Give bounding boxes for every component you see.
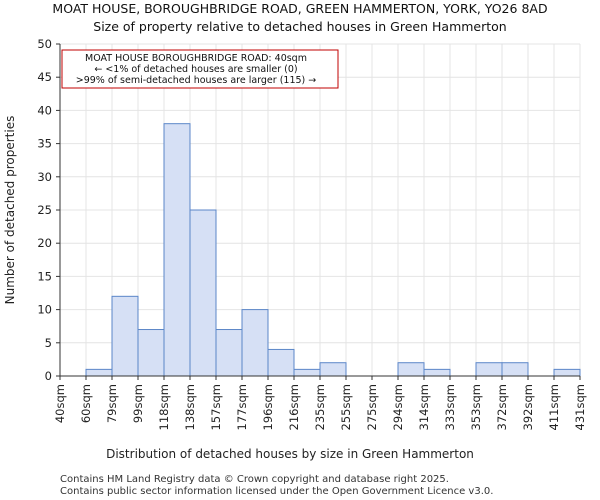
x-tick-label: 431sqm: [573, 384, 587, 430]
bar-157sqm: [215, 329, 243, 377]
x-tick-label: 392sqm: [521, 384, 535, 430]
annotation-line3: >99% of semi-detached houses are larger …: [76, 75, 317, 86]
chart-title-line2: Size of property relative to detached ho…: [93, 19, 506, 34]
annotation-line2: ← <1% of detached houses are smaller (0): [94, 64, 297, 75]
x-tick-label: 372sqm: [495, 384, 509, 430]
x-axis-label: Distribution of detached houses by size …: [106, 447, 474, 461]
x-tick-label: 294sqm: [391, 384, 405, 430]
footer-line1: Contains HM Land Registry data © Crown c…: [60, 474, 449, 485]
bar-294sqm: [397, 362, 425, 377]
x-tick-label: 216sqm: [287, 384, 301, 430]
x-tick-label: 60sqm: [79, 384, 93, 423]
chart-title-line1: MOAT HOUSE, BOROUGHBRIDGE ROAD, GREEN HA…: [52, 1, 547, 16]
y-axis-label: Number of detached properties: [3, 116, 17, 305]
x-tick-label: 177sqm: [235, 384, 249, 430]
bar-353sqm: [475, 362, 503, 377]
y-tick-label: 50: [37, 37, 52, 51]
y-tick-label: 45: [37, 70, 52, 84]
y-tick-label: 20: [37, 236, 52, 250]
bar-196sqm: [267, 348, 295, 377]
y-tick-label: 5: [45, 336, 52, 350]
bar-118sqm: [163, 123, 191, 377]
x-tick-label: 40sqm: [53, 384, 67, 423]
x-ticks: 40sqm 60sqm 79sqm 99sqm 118sqm 138sqm 157sqm 17…: [53, 376, 587, 430]
annotation-border: [61, 49, 339, 89]
y-tick-label: 10: [37, 303, 52, 317]
y-ticks: 0 5 10 15 20 25 30 35 40 45 50: [37, 37, 60, 383]
y-tick-label: 40: [37, 103, 52, 117]
x-tick-label: 411sqm: [547, 384, 561, 430]
bar-372sqm: [501, 362, 529, 377]
x-tick-label: 99sqm: [131, 384, 145, 423]
annotation-line1: MOAT HOUSE BOROUGHBRIDGE ROAD: 40sqm: [85, 53, 307, 64]
bar-99sqm: [137, 329, 165, 377]
x-tick-label: 118sqm: [157, 384, 171, 430]
x-tick-label: 235sqm: [313, 384, 327, 430]
bar-411sqm: [553, 368, 581, 377]
y-tick-label: 0: [45, 369, 52, 383]
x-tick-label: 255sqm: [339, 384, 353, 430]
y-tick-label: 30: [37, 170, 52, 184]
x-tick-label: 353sqm: [469, 384, 483, 430]
annotation-box: MOAT HOUSE BOROUGHBRIDGE ROAD: 40sqm ← <…: [61, 49, 339, 89]
y-tick-label: 25: [37, 203, 52, 217]
bar-177sqm: [241, 309, 269, 377]
x-tick-label: 333sqm: [443, 384, 457, 430]
bar-138sqm: [189, 209, 217, 377]
bars-layer: [85, 123, 581, 377]
footer-line2: Contains public sector information licen…: [60, 486, 493, 497]
bar-235sqm: [319, 362, 347, 377]
bar-314sqm: [423, 368, 451, 377]
bar-216sqm: [293, 368, 321, 377]
x-tick-label: 275sqm: [365, 384, 379, 430]
x-tick-label: 196sqm: [261, 384, 275, 430]
x-tick-label: 79sqm: [105, 384, 119, 423]
y-tick-label: 35: [37, 137, 52, 151]
y-tick-label: 15: [37, 269, 52, 283]
bar-79sqm: [111, 295, 139, 377]
bar-60sqm: [85, 368, 113, 377]
x-tick-label: 138sqm: [183, 384, 197, 430]
x-tick-label: 157sqm: [209, 384, 223, 430]
x-tick-label: 314sqm: [417, 384, 431, 430]
